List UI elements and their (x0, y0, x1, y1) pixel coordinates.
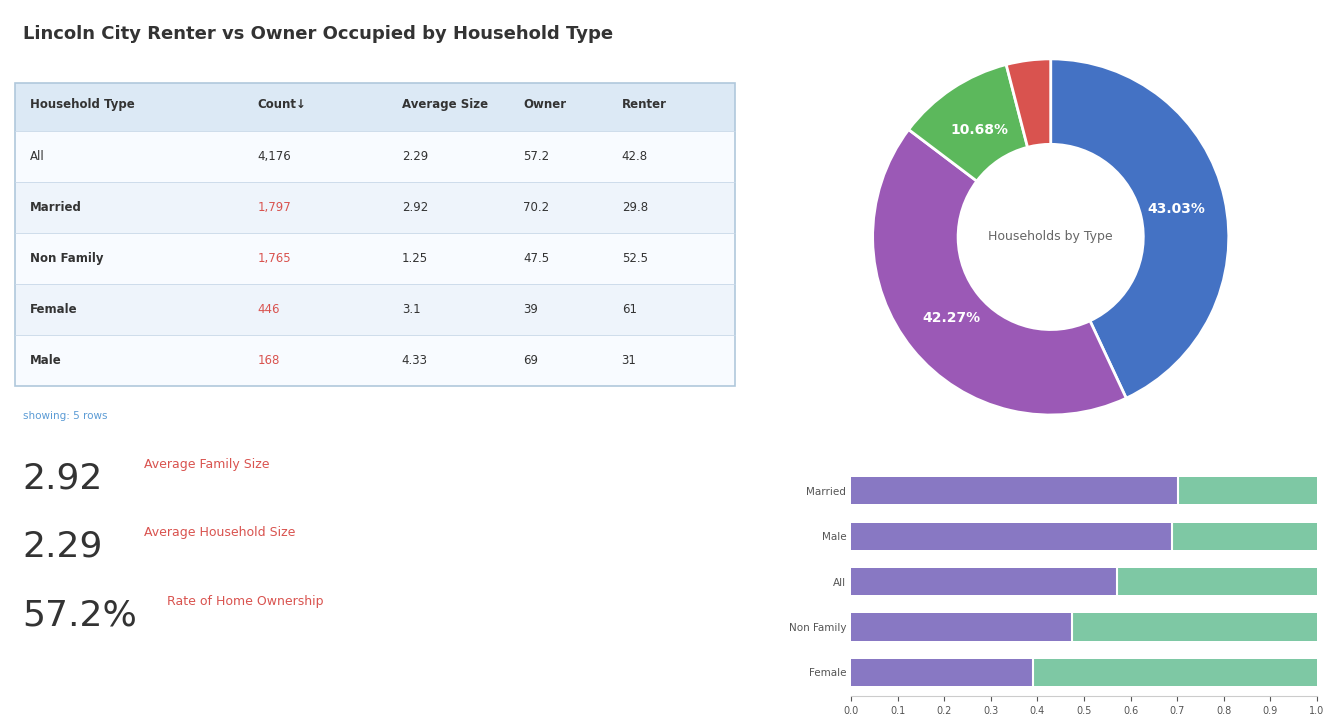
Text: 4.33: 4.33 (402, 354, 428, 368)
Text: Average Family Size: Average Family Size (144, 458, 270, 471)
Bar (851, 659, 1033, 686)
Text: 2.92: 2.92 (402, 201, 428, 215)
Text: 3.1: 3.1 (402, 303, 420, 317)
Text: 39: 39 (523, 303, 537, 317)
Text: Married: Married (31, 201, 82, 215)
Text: Households by Type: Households by Type (988, 230, 1113, 243)
Text: 1,765: 1,765 (258, 252, 291, 266)
Text: Owner: Owner (523, 98, 567, 111)
Text: 2.29: 2.29 (402, 150, 428, 164)
Text: 29.8: 29.8 (621, 201, 648, 215)
Text: Lincoln City Renter vs Owner Occupied by Household Type: Lincoln City Renter vs Owner Occupied by… (23, 25, 613, 43)
Text: 1,797: 1,797 (258, 201, 291, 215)
Bar (851, 523, 1173, 550)
Text: Non Family: Non Family (31, 252, 104, 266)
Text: 1.25: 1.25 (402, 252, 428, 266)
Text: showing: 5 rows: showing: 5 rows (23, 411, 108, 421)
Text: 61: 61 (621, 303, 637, 317)
Text: Rate of Home Ownership: Rate of Home Ownership (166, 595, 323, 607)
Text: Household Type: Household Type (31, 98, 136, 111)
Text: 42.27%: 42.27% (922, 311, 980, 325)
Text: 10.68%: 10.68% (951, 123, 1008, 137)
Wedge shape (908, 65, 1028, 181)
Bar (851, 477, 1178, 504)
Text: 446: 446 (258, 303, 281, 317)
Bar (1072, 613, 1317, 640)
Text: 31: 31 (621, 354, 637, 368)
Bar (1173, 523, 1317, 550)
FancyBboxPatch shape (15, 182, 735, 233)
FancyBboxPatch shape (15, 284, 735, 335)
Text: Average Size: Average Size (402, 98, 488, 111)
Wedge shape (1051, 59, 1229, 398)
Legend: Married, Male, Female, NonFamily: Married, Male, Female, NonFamily (892, 476, 1209, 498)
Text: 2.92: 2.92 (23, 462, 104, 495)
Text: Count↓: Count↓ (258, 98, 307, 111)
Text: All: All (31, 150, 45, 164)
FancyBboxPatch shape (15, 335, 735, 386)
Text: Renter: Renter (621, 98, 666, 111)
Wedge shape (872, 129, 1127, 415)
Text: 70.2: 70.2 (523, 201, 549, 215)
Text: 42.8: 42.8 (621, 150, 648, 164)
Bar (1117, 568, 1317, 595)
Wedge shape (1007, 59, 1051, 147)
Text: 4,176: 4,176 (258, 150, 291, 164)
Text: 52.5: 52.5 (621, 252, 648, 266)
Bar (851, 613, 1072, 640)
Text: Male: Male (31, 354, 63, 368)
Text: 69: 69 (523, 354, 539, 368)
Text: 2.29: 2.29 (23, 530, 104, 564)
Text: 168: 168 (258, 354, 281, 368)
Text: Average Household Size: Average Household Size (144, 526, 295, 539)
Text: 57.2: 57.2 (523, 150, 549, 164)
FancyBboxPatch shape (15, 233, 735, 284)
Bar (851, 568, 1117, 595)
Text: Female: Female (31, 303, 78, 317)
FancyBboxPatch shape (15, 131, 735, 182)
Bar (1178, 477, 1317, 504)
Text: 47.5: 47.5 (523, 252, 549, 266)
FancyBboxPatch shape (15, 83, 735, 131)
Text: 43.03%: 43.03% (1146, 202, 1205, 216)
Text: 57.2%: 57.2% (23, 598, 137, 632)
Bar (1033, 659, 1317, 686)
